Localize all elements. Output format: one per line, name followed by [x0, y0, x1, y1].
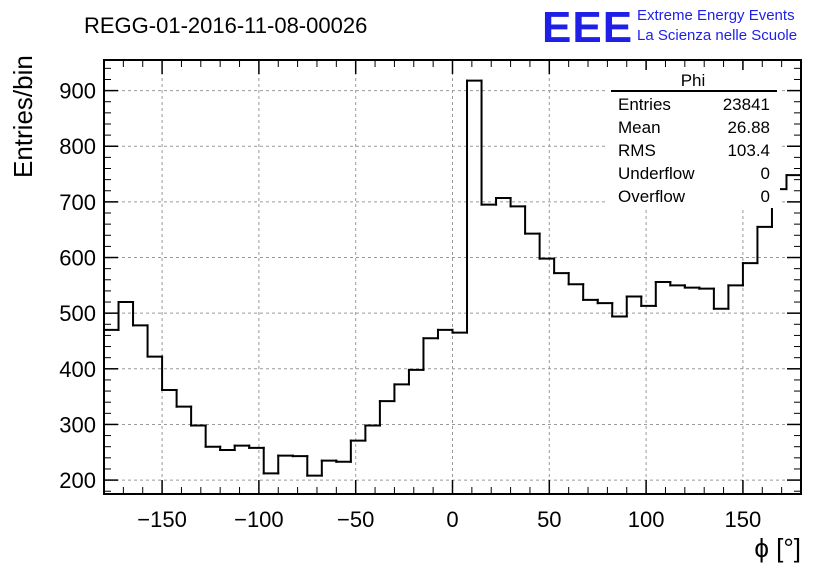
eee-logo: EEE Extreme Energy Events La Scienza nel…: [542, 3, 797, 52]
x-tick-label: −50: [337, 507, 374, 532]
logo-mark: EEE: [542, 3, 633, 52]
stats-label-rms: RMS: [618, 141, 656, 160]
y-tick-label: 900: [59, 79, 96, 104]
y-tick-label: 700: [59, 190, 96, 215]
x-tick-label: −150: [137, 507, 187, 532]
stats-box-background: [608, 70, 780, 208]
logo-line-1: Extreme Energy Events: [637, 7, 795, 24]
x-tick-label: −100: [234, 507, 284, 532]
stats-box: Phi Entries 23841 Mean 26.88 RMS 103.4 U…: [608, 70, 780, 208]
y-tick-label: 300: [59, 412, 96, 437]
tick-labels: −150 −100 −50 0 50 100 150 200 300 400 500 600 700 80…: [59, 79, 761, 532]
stats-label-overflow: Overflow: [618, 187, 686, 206]
y-tick-label: 400: [59, 357, 96, 382]
stats-value-mean: 26.88: [727, 118, 770, 137]
x-tick-label: 100: [628, 507, 665, 532]
stats-value-overflow: 0: [761, 187, 770, 206]
x-axis-title: ϕ [°]: [754, 533, 801, 563]
x-tick-label: 150: [725, 507, 762, 532]
y-tick-label: 600: [59, 246, 96, 271]
y-tick-label: 800: [59, 134, 96, 159]
stats-value-underflow: 0: [761, 164, 770, 183]
logo-line-2: La Scienza nelle Scuole: [637, 27, 797, 44]
y-tick-label: 200: [59, 468, 96, 493]
y-tick-label: 500: [59, 301, 96, 326]
y-axis-title: Entries/bin: [8, 55, 38, 178]
x-tick-label: 50: [537, 507, 561, 532]
histogram-series: [103, 79, 802, 477]
chart-title: REGG-01-2016-11-08-00026: [84, 13, 367, 38]
stats-label-underflow: Underflow: [618, 164, 695, 183]
axis-ticks: [103, 60, 802, 494]
stats-label-entries: Entries: [618, 95, 671, 114]
stats-box-title: Phi: [681, 71, 706, 90]
stats-value-entries: 23841: [723, 95, 770, 114]
x-tick-label: 0: [446, 507, 458, 532]
stats-value-rms: 103.4: [727, 141, 770, 160]
stats-label-mean: Mean: [618, 118, 661, 137]
plot-frame: [103, 59, 802, 495]
